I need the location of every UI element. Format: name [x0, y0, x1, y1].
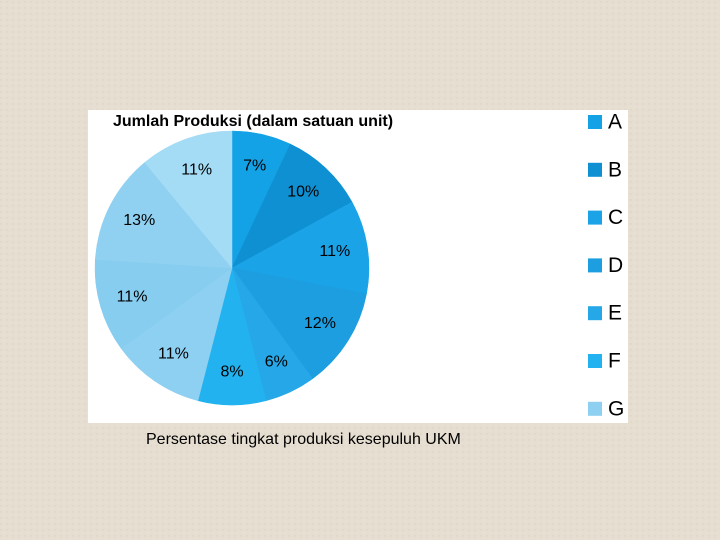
legend-swatch	[588, 162, 602, 177]
legend-swatch	[588, 258, 602, 273]
legend-swatch	[588, 115, 602, 129]
data-label: 12%	[304, 315, 336, 332]
data-label: 11%	[158, 345, 189, 362]
pie-slice	[231, 201, 370, 294]
data-label: 11%	[319, 243, 350, 260]
legend-swatch	[588, 354, 602, 368]
pie-slice	[95, 162, 233, 269]
data-label: 11%	[117, 288, 148, 305]
pie-slice	[94, 259, 233, 349]
pie-slice	[231, 267, 367, 380]
pie-slice	[120, 267, 233, 402]
data-label: 13%	[123, 212, 155, 229]
legend-label: A	[608, 111, 622, 134]
pie-slice	[231, 143, 353, 269]
legend-label: G	[608, 397, 624, 420]
data-label: 10%	[287, 183, 319, 200]
data-label: 11%	[181, 161, 212, 178]
legend-swatch	[588, 306, 602, 321]
legend-label: D	[608, 254, 623, 277]
data-label: 6%	[265, 353, 288, 370]
legend-label: C	[608, 206, 623, 229]
chart-title: Jumlah Produksi (dalam satuan unit)	[113, 113, 393, 130]
legend-label: F	[608, 350, 621, 373]
data-label: 7%	[243, 158, 266, 175]
data-label: 8%	[220, 363, 243, 380]
pie-slice	[144, 130, 233, 269]
legend-label: E	[608, 302, 622, 325]
chart-subtitle: Persentase tingkat produksi kesepuluh UK…	[146, 431, 461, 448]
legend-label: B	[608, 158, 622, 181]
legend-swatch	[588, 210, 602, 225]
legend-swatch	[588, 401, 602, 416]
